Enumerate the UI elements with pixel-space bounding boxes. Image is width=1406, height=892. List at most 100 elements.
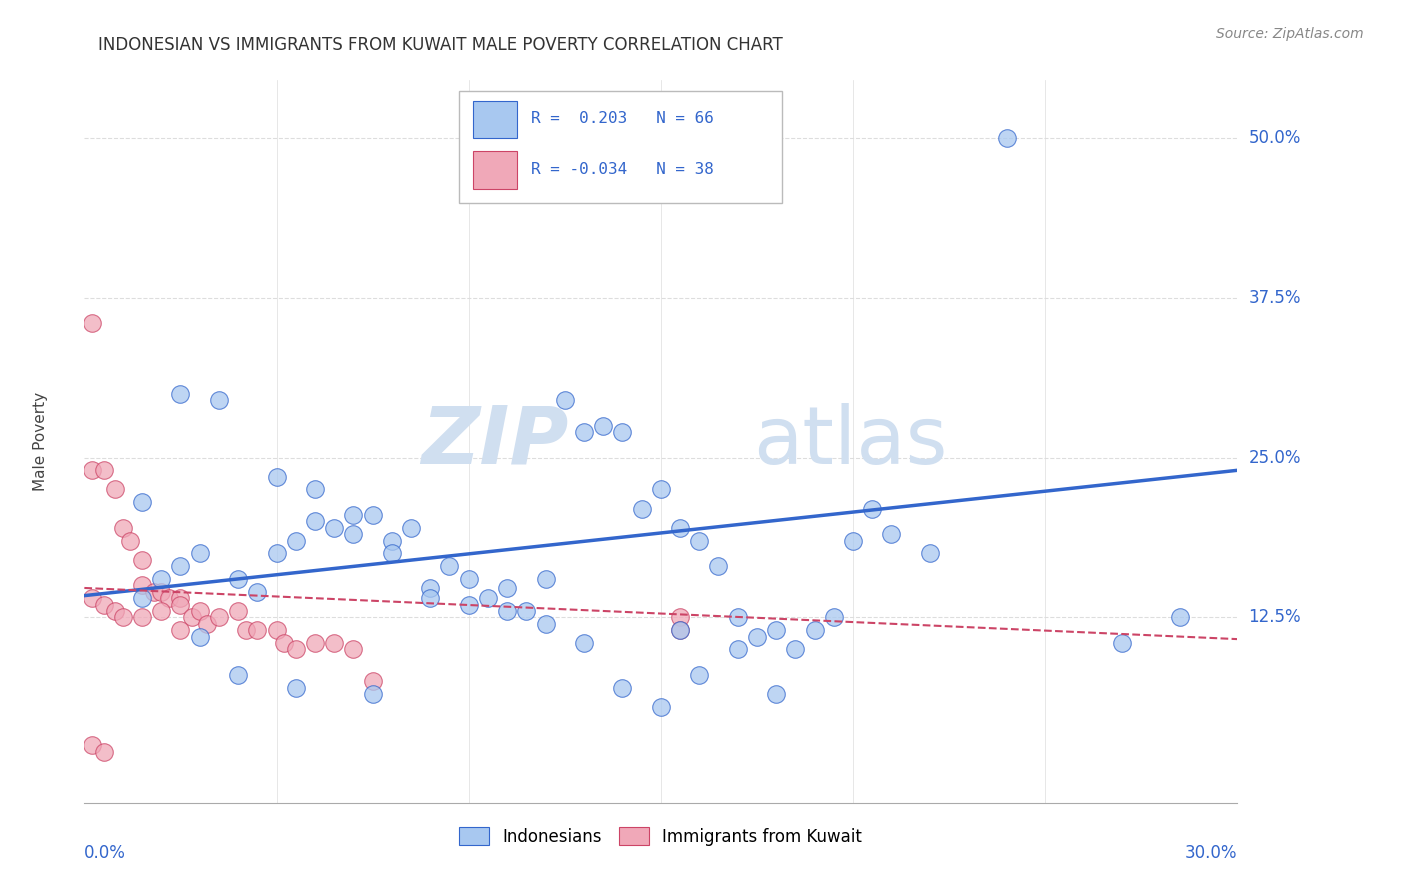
Text: 12.5%: 12.5%	[1249, 608, 1301, 626]
Text: 30.0%: 30.0%	[1185, 845, 1237, 863]
Legend: Indonesians, Immigrants from Kuwait: Indonesians, Immigrants from Kuwait	[453, 821, 869, 852]
Point	[142, 584, 165, 599]
Text: Source: ZipAtlas.com: Source: ZipAtlas.com	[1216, 27, 1364, 41]
Point	[111, 521, 134, 535]
Point	[323, 521, 346, 535]
Point	[727, 610, 749, 624]
Point	[419, 591, 441, 606]
Point	[226, 604, 249, 618]
Text: Male Poverty: Male Poverty	[34, 392, 48, 491]
Text: R = -0.034   N = 38: R = -0.034 N = 38	[530, 161, 713, 177]
Point	[284, 681, 307, 695]
Text: ZIP: ZIP	[422, 402, 568, 481]
Point	[399, 521, 422, 535]
Text: 50.0%: 50.0%	[1249, 128, 1301, 147]
Point	[342, 642, 364, 657]
Point	[131, 591, 153, 606]
Text: 37.5%: 37.5%	[1249, 289, 1301, 307]
Point	[765, 623, 787, 637]
Point	[111, 610, 134, 624]
Text: atlas: atlas	[754, 402, 948, 481]
Point	[669, 521, 692, 535]
Point	[169, 386, 191, 401]
Point	[235, 623, 257, 637]
Point	[273, 636, 295, 650]
Point	[169, 591, 191, 606]
Text: 25.0%: 25.0%	[1249, 449, 1301, 467]
Point	[304, 483, 326, 497]
Point	[650, 699, 672, 714]
Point	[342, 527, 364, 541]
Point	[1168, 610, 1191, 624]
Point	[80, 738, 103, 752]
Point	[688, 533, 710, 548]
Point	[226, 572, 249, 586]
Point	[457, 572, 479, 586]
Point	[93, 463, 115, 477]
Point	[150, 572, 173, 586]
Point	[169, 559, 191, 574]
Point	[361, 508, 384, 522]
Point	[266, 469, 288, 483]
Point	[181, 610, 204, 624]
Point	[342, 508, 364, 522]
Point	[630, 501, 652, 516]
Point	[131, 610, 153, 624]
Point	[304, 515, 326, 529]
Bar	[472, 101, 517, 138]
Point	[266, 623, 288, 637]
Point	[188, 604, 211, 618]
Point	[727, 642, 749, 657]
Point	[765, 687, 787, 701]
Point	[534, 616, 557, 631]
Point	[131, 495, 153, 509]
Point	[361, 687, 384, 701]
Point	[439, 559, 461, 574]
Point	[669, 623, 692, 637]
Point	[880, 527, 903, 541]
Point	[612, 681, 634, 695]
Point	[80, 316, 103, 330]
Point	[785, 642, 807, 657]
Point	[361, 674, 384, 689]
Point	[150, 604, 173, 618]
Point	[1111, 636, 1133, 650]
Point	[104, 604, 127, 618]
Point	[188, 546, 211, 560]
Point	[157, 591, 180, 606]
Point	[226, 668, 249, 682]
Point	[554, 392, 576, 407]
Point	[150, 584, 173, 599]
Point	[515, 604, 537, 618]
Point	[188, 630, 211, 644]
Bar	[472, 151, 517, 189]
Point	[284, 533, 307, 548]
Point	[477, 591, 499, 606]
Point	[572, 636, 595, 650]
Point	[572, 425, 595, 439]
Point	[707, 559, 730, 574]
Point	[208, 610, 231, 624]
Point	[246, 623, 269, 637]
Point	[669, 610, 692, 624]
Point	[842, 533, 865, 548]
Point	[534, 572, 557, 586]
Text: R =  0.203   N = 66: R = 0.203 N = 66	[530, 112, 713, 126]
Point	[120, 533, 142, 548]
Point	[381, 533, 404, 548]
Point	[208, 392, 231, 407]
Point	[381, 546, 404, 560]
Point	[304, 636, 326, 650]
Text: INDONESIAN VS IMMIGRANTS FROM KUWAIT MALE POVERTY CORRELATION CHART: INDONESIAN VS IMMIGRANTS FROM KUWAIT MAL…	[98, 36, 783, 54]
Text: 0.0%: 0.0%	[84, 845, 127, 863]
Point	[918, 546, 941, 560]
Point	[496, 581, 519, 595]
Point	[169, 623, 191, 637]
Point	[131, 553, 153, 567]
Point	[823, 610, 845, 624]
Point	[688, 668, 710, 682]
Point	[284, 642, 307, 657]
Point	[592, 418, 614, 433]
Point	[496, 604, 519, 618]
Point	[860, 501, 883, 516]
